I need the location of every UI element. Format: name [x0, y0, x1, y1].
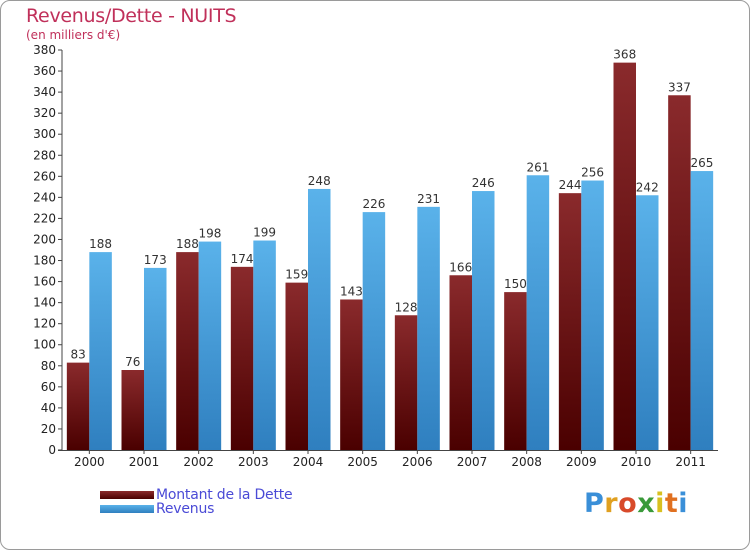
y-tick-label: 100 [33, 338, 56, 352]
bar [613, 62, 636, 450]
legend-swatch-revenus [100, 505, 154, 513]
bar [472, 191, 495, 451]
data-label: 226 [362, 197, 385, 211]
bar [144, 267, 167, 450]
data-label: 265 [690, 156, 713, 170]
bar [504, 292, 527, 450]
x-tick-label: 2010 [621, 455, 652, 469]
y-tick-label: 380 [33, 43, 56, 57]
data-label: 261 [526, 160, 549, 174]
legend-label-debt: Montant de la Dette [156, 487, 293, 503]
x-tick-label: 2007 [457, 455, 488, 469]
bar [394, 315, 418, 450]
legend-label-revenus: Revenus [156, 501, 215, 517]
data-label: 128 [395, 300, 418, 314]
data-label: 188 [89, 237, 112, 251]
logo-letter: o [618, 488, 638, 519]
y-tick-label: 140 [33, 296, 56, 310]
bar [362, 212, 386, 450]
y-tick-label: 300 [33, 127, 56, 141]
data-label: 368 [613, 48, 636, 62]
data-label: 83 [70, 348, 85, 362]
bar [89, 252, 112, 450]
legend-swatch-debt [100, 491, 154, 499]
y-tick-label: 360 [33, 64, 56, 78]
logo-letter: r [604, 488, 619, 519]
bar [526, 175, 550, 450]
y-tick-label: 220 [33, 211, 56, 225]
legend-item-debt: Montant de la Dette [100, 487, 293, 503]
x-tick-label: 2000 [74, 455, 105, 469]
data-label: 76 [125, 355, 140, 369]
bar [285, 282, 308, 450]
y-tick-label: 340 [33, 85, 56, 99]
data-label: 198 [198, 227, 221, 241]
y-tick-label: 120 [33, 317, 56, 331]
logo-letter: i [655, 488, 665, 519]
y-tick-label: 280 [33, 148, 56, 162]
bar [558, 193, 582, 450]
data-label: 188 [176, 237, 199, 251]
bar [253, 240, 276, 450]
data-label: 248 [308, 174, 331, 188]
bar [121, 370, 144, 450]
chart-title: Revenus/Dette - NUITS [26, 5, 237, 27]
x-tick-label: 2008 [511, 455, 542, 469]
x-tick-label: 2002 [183, 455, 214, 469]
x-tick-label: 2006 [402, 455, 433, 469]
x-tick-label: 2003 [238, 455, 269, 469]
x-tick-label: 2004 [293, 455, 324, 469]
bar [690, 171, 714, 451]
y-tick-label: 40 [41, 401, 56, 415]
bar [308, 188, 331, 450]
bar [66, 362, 90, 450]
bar [581, 180, 604, 451]
x-tick-label: 2011 [675, 455, 706, 469]
bar [636, 195, 659, 450]
y-tick-label: 0 [48, 443, 56, 457]
y-tick-label: 320 [33, 106, 56, 120]
y-tick-label: 20 [41, 422, 56, 436]
bar [668, 95, 691, 451]
logo-letter: t [664, 488, 679, 519]
data-label: 256 [581, 166, 604, 180]
y-tick-label: 180 [33, 254, 56, 268]
data-label: 173 [144, 253, 167, 267]
bar [198, 241, 222, 450]
data-label: 242 [636, 180, 659, 194]
data-label: 159 [285, 268, 308, 282]
y-tick-label: 200 [33, 232, 56, 246]
chart-subtitle: (en milliers d'€) [26, 28, 121, 42]
bar [340, 299, 363, 450]
data-label: 246 [472, 176, 495, 190]
bar [230, 266, 254, 450]
data-label: 143 [340, 284, 363, 298]
data-label: 337 [668, 80, 691, 94]
data-label: 150 [504, 277, 527, 291]
x-tick-label: 2001 [129, 455, 160, 469]
bar [176, 252, 199, 450]
logo-letter: i [678, 488, 689, 519]
bar [449, 275, 472, 450]
logo-letter: P [584, 488, 605, 519]
legend-item-revenus: Revenus [100, 501, 215, 517]
data-label: 174 [231, 252, 254, 266]
y-tick-label: 60 [41, 380, 56, 394]
x-tick-label: 2009 [566, 455, 597, 469]
y-tick-label: 80 [41, 359, 56, 373]
data-label: 166 [449, 260, 472, 274]
y-tick-label: 160 [33, 275, 56, 289]
y-tick-label: 260 [33, 169, 56, 183]
data-label: 244 [559, 178, 582, 192]
y-tick-label: 240 [33, 190, 56, 204]
x-tick-label: 2005 [347, 455, 378, 469]
data-label: 231 [417, 192, 440, 206]
bar [417, 206, 440, 450]
logo-letter: x [637, 488, 656, 519]
data-label: 199 [253, 226, 276, 240]
proxiti-logo: Proxiti [584, 488, 688, 519]
